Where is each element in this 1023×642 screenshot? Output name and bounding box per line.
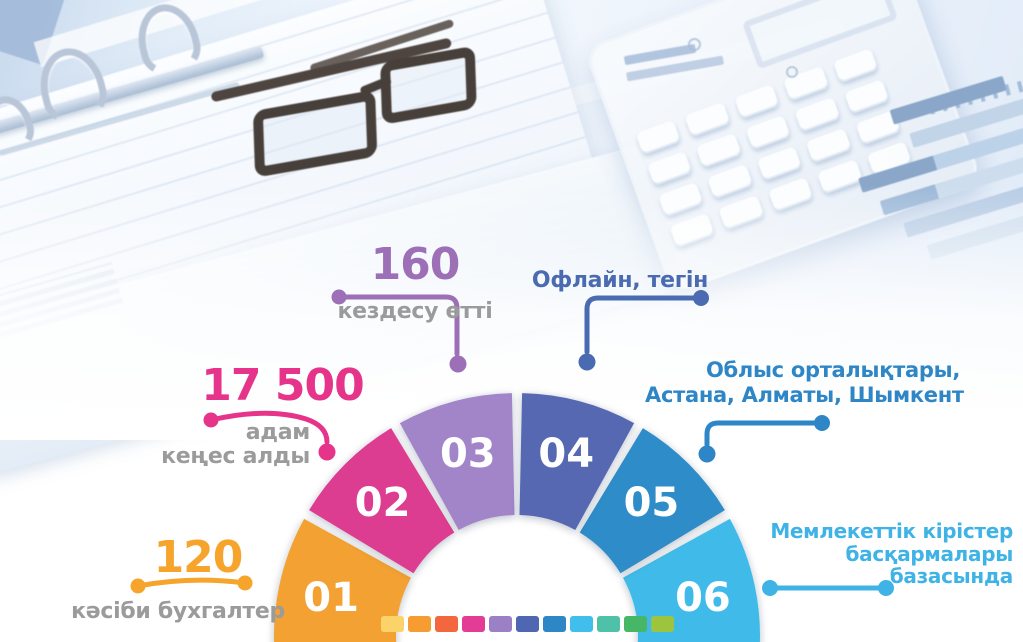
legend-swatch-3: [435, 616, 458, 632]
stat-meetings: 160 кездесу өтті: [330, 243, 500, 324]
bar-chart-photo: [832, 64, 1023, 289]
legend-swatch-9: [597, 616, 620, 632]
calculator-key: [832, 48, 879, 84]
glasses-temple: [309, 18, 455, 73]
callout-offline: Офлайн, тегін: [531, 268, 709, 293]
stat-consulted-label-line1: адам: [245, 420, 311, 445]
gauge-segment-number-01: 01: [303, 575, 359, 621]
callout-regions-line2: Астана, Алматы, Шымкент: [645, 383, 964, 407]
binder-rail: [0, 81, 240, 157]
calculator-key: [646, 150, 693, 187]
calculator-key: [658, 181, 704, 218]
chart-bar: [889, 75, 1007, 125]
calculator-key: [854, 110, 901, 146]
stat-consulted-value: 17 500: [201, 360, 364, 411]
connector-dot: [318, 443, 336, 461]
calculator-key: [783, 66, 830, 102]
calculator-key: [866, 141, 913, 177]
stat-meetings-label: кездесу өтті: [337, 299, 493, 324]
legend-swatch-1: [381, 616, 404, 632]
calculator-key: [669, 212, 716, 249]
stat-meetings-value: 160: [370, 239, 461, 290]
paper-hole: [688, 38, 701, 51]
glasses-right-lens: [380, 45, 477, 125]
calculator-key: [684, 101, 731, 138]
legend-swatch-10: [624, 616, 647, 632]
calculator-body: [583, 0, 983, 295]
callout-base: Мемлекеттік кірістер басқармалары базасы…: [703, 520, 1013, 588]
chart-bar: [903, 174, 1023, 238]
paper-stack-edge: [0, 262, 123, 344]
connector-dot: [698, 445, 716, 463]
eyeglasses-photo: [149, 18, 512, 235]
glasses-bridge: [359, 75, 393, 97]
glasses-temple: [210, 37, 453, 103]
legend-swatch-7: [543, 616, 566, 632]
tick-mark: [966, 93, 973, 106]
tick-mark: [941, 99, 948, 112]
binder-ring: [130, 0, 206, 81]
callout-regions: Облыс орталықтары, Астана, Алматы, Шымке…: [645, 358, 964, 408]
photo-corner-shape: [0, 0, 69, 66]
mini-chart-bar: [623, 43, 697, 66]
legend-swatch-5: [489, 616, 512, 632]
callout-base-line2: басқармалары: [845, 541, 1014, 566]
calculator-key: [718, 194, 765, 231]
legend-swatch-4: [462, 616, 485, 632]
calculator-key: [817, 159, 863, 195]
chart-bar: [909, 90, 1023, 148]
calculator-keypad: [635, 48, 913, 249]
calculator-key: [707, 163, 754, 200]
gauge-segment-number-02: 02: [355, 480, 411, 526]
tick-mark: [928, 102, 936, 115]
background-photo: [0, 0, 1023, 477]
binder-ring: [31, 41, 113, 129]
calculator-key: [635, 119, 682, 156]
chart-bar: [858, 118, 1023, 193]
binder-ring: [0, 91, 39, 157]
gauge-segment-02: [309, 428, 455, 574]
calculator-key: [805, 128, 852, 164]
color-strip-legend: [381, 616, 674, 632]
calculator-key: [843, 79, 890, 115]
calculator-key: [767, 176, 814, 213]
paper-hole: [786, 66, 798, 78]
chart-bar: [926, 210, 1023, 260]
chart-bar: [879, 145, 1023, 216]
photo-light-streak: [434, 15, 846, 143]
tick-mark: [1016, 80, 1023, 93]
callout-regions-line1: Облыс орталықтары,: [705, 358, 960, 382]
stat-accountants-label: кәсіби бухгалтер: [71, 599, 285, 624]
connector-dot: [130, 578, 146, 594]
tick-mark: [991, 87, 999, 99]
callout-base-line1: Мемлекеттік кірістер: [770, 519, 1013, 543]
legend-swatch-11: [651, 616, 674, 632]
mini-chart-bar: [625, 55, 725, 82]
stat-consulted-label: адам кеңес алды: [110, 420, 311, 470]
calculator-key: [733, 83, 780, 120]
legend-swatch-2: [408, 616, 431, 632]
legend-swatch-6: [516, 616, 539, 632]
photo-light-streak: [33, 0, 367, 68]
legend-swatch-8: [570, 616, 593, 632]
gauge-segment-number-05: 05: [624, 480, 680, 526]
stat-consulted-label-line2: кеңес алды: [161, 444, 310, 470]
callout-base-line3: базасында: [889, 564, 1014, 588]
calculator-display: [741, 0, 899, 70]
tick-mark: [953, 96, 961, 109]
calculator-key: [794, 97, 841, 133]
glasses-left-lens: [252, 89, 378, 178]
calculator-key: [695, 132, 742, 169]
calculator-photo: [583, 0, 983, 295]
calculator-key: [745, 114, 792, 151]
stat-accountants-value: 120: [153, 532, 244, 583]
tick-mark: [979, 90, 986, 102]
calculator-key: [756, 145, 803, 182]
chart-tick-marks: [928, 72, 1023, 115]
binder-rail: [0, 45, 265, 135]
tick-mark: [1004, 84, 1011, 96]
